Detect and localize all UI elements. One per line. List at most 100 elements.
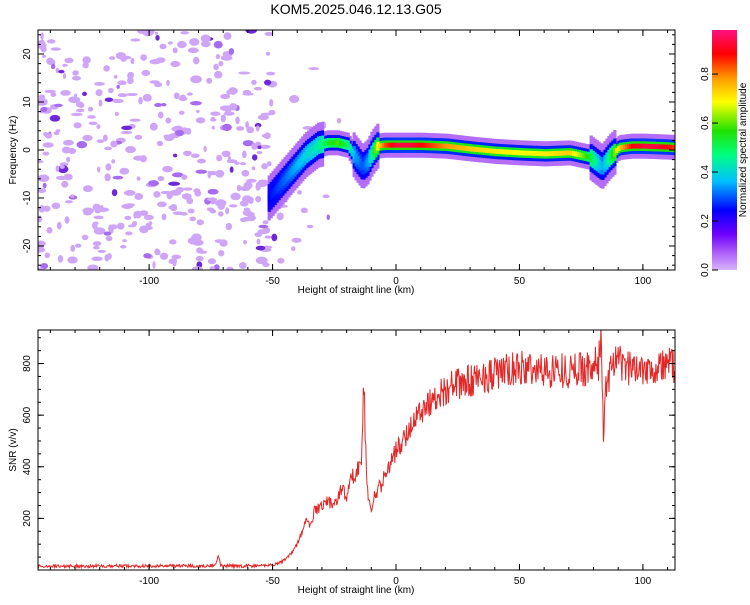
ridge-cell (520, 150, 524, 156)
ridge-cell (376, 141, 380, 151)
noise-blob (157, 176, 165, 182)
noise-blob (168, 205, 173, 210)
ridge-cell (540, 151, 544, 157)
ridge-cell (534, 151, 538, 156)
noise-blob (117, 222, 125, 230)
noise-blob (187, 47, 199, 54)
noise-blob (120, 244, 127, 249)
noise-blob (124, 215, 132, 221)
x-tick-label: 50 (514, 576, 526, 587)
ridge-cell (313, 143, 317, 153)
ridge-cell (627, 144, 631, 149)
noise-blob (226, 89, 232, 95)
colorbar-label: Normalized spectral amplitude (738, 82, 749, 217)
noise-blob (263, 79, 272, 86)
noise-blob (61, 176, 67, 180)
ridge-cell (617, 146, 621, 151)
ridge-cell (372, 146, 376, 156)
x-tick-label: -50 (265, 276, 280, 287)
noise-blob (105, 163, 112, 171)
ridge-cell (573, 151, 577, 157)
ridge-cell (413, 142, 417, 148)
noise-blob (116, 84, 120, 89)
noise-blob (159, 43, 167, 50)
ridge-cell (409, 142, 414, 148)
ridge-cell (522, 150, 526, 156)
noise-blob (190, 75, 202, 84)
ridge-cell (366, 157, 370, 167)
noise-blob (245, 178, 257, 183)
ridge-cell (419, 142, 423, 148)
noise-blob (162, 165, 173, 173)
ridge-cell (378, 143, 382, 149)
noise-blob (196, 247, 203, 254)
spectrogram-x-axis-label: Height of straight line (km) (298, 285, 415, 296)
ridge-cell (629, 143, 633, 149)
noise-blob (62, 63, 68, 67)
noise-blob (236, 184, 242, 192)
noise-blob (271, 233, 278, 242)
noise-blob (92, 241, 102, 247)
noise-blob (53, 131, 60, 136)
snr-frame (37, 329, 676, 571)
noise-blob (218, 249, 225, 257)
ridge-cell (354, 153, 358, 163)
ridge-cell (490, 148, 495, 154)
noise-blob (92, 203, 101, 211)
ridge-cell (271, 189, 275, 198)
ridge-cell (324, 140, 329, 146)
ridge-cell (461, 145, 465, 151)
ridge-cell (496, 149, 500, 154)
noise-blob (277, 257, 285, 264)
noise-blob (251, 79, 257, 85)
ridge-cell (346, 142, 350, 148)
noise-blob (195, 255, 204, 262)
ridge-cell (269, 191, 273, 201)
noise-blob (148, 180, 159, 187)
snr-y-axis-label: SNR (v/v) (8, 428, 19, 471)
ridge-cell (552, 151, 556, 156)
noise-blob (87, 115, 96, 119)
noise-blob (81, 234, 89, 241)
noise-blob (178, 110, 185, 115)
noise-blob (243, 207, 251, 212)
noise-blob (124, 203, 136, 207)
noise-blob (190, 100, 202, 106)
noise-blob (264, 31, 274, 36)
noise-blob (289, 95, 300, 103)
ridge-cell (415, 142, 419, 148)
noise-blob (213, 40, 223, 49)
noise-blob (131, 220, 138, 226)
noise-blob (193, 188, 201, 194)
ridge-cell (396, 142, 400, 148)
noise-blob (53, 103, 63, 108)
snr-marks (38, 330, 675, 570)
ridge-cell (516, 150, 520, 156)
noise-blob (38, 205, 46, 213)
ridge-cell (500, 149, 504, 155)
noise-blob (97, 249, 107, 253)
ridge-cell (322, 141, 327, 147)
noise-blob (141, 69, 151, 77)
noise-blob (111, 159, 116, 164)
noise-blob (145, 222, 152, 227)
snr-ticks: -100 -50 0 50 100 200 400 600 800 (22, 330, 675, 587)
ridge-cell (336, 140, 340, 146)
noise-blob (276, 212, 284, 221)
noise-blob (156, 249, 161, 256)
ridge-cell (550, 151, 554, 157)
ridge-cell (615, 148, 619, 153)
noise-blob (83, 211, 92, 216)
noise-blob (64, 200, 73, 204)
noise-blob (155, 34, 160, 41)
ridge-cell (475, 147, 479, 152)
noise-blob (190, 153, 200, 158)
noise-blob (239, 262, 247, 269)
noise-blob (94, 221, 99, 225)
noise-blob (251, 154, 258, 161)
noise-blob (117, 93, 128, 98)
noise-blob (139, 155, 147, 163)
noise-blob (227, 155, 231, 162)
y-tick-label: 0 (22, 147, 33, 153)
ridge-cell (484, 148, 489, 153)
